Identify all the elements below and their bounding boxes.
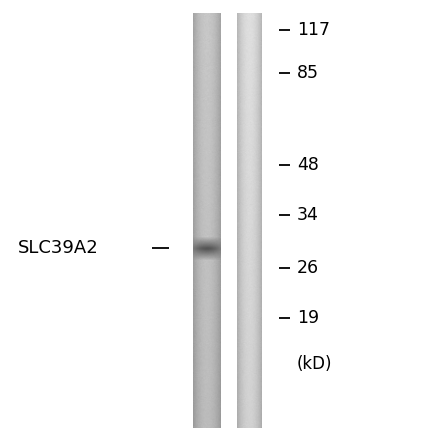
Text: (kD): (kD) — [297, 355, 333, 373]
Text: 34: 34 — [297, 206, 319, 224]
Text: 117: 117 — [297, 21, 330, 39]
Text: SLC39A2: SLC39A2 — [18, 239, 99, 257]
Text: 19: 19 — [297, 309, 319, 326]
Text: 48: 48 — [297, 157, 319, 174]
Text: 26: 26 — [297, 259, 319, 277]
Text: 85: 85 — [297, 64, 319, 82]
